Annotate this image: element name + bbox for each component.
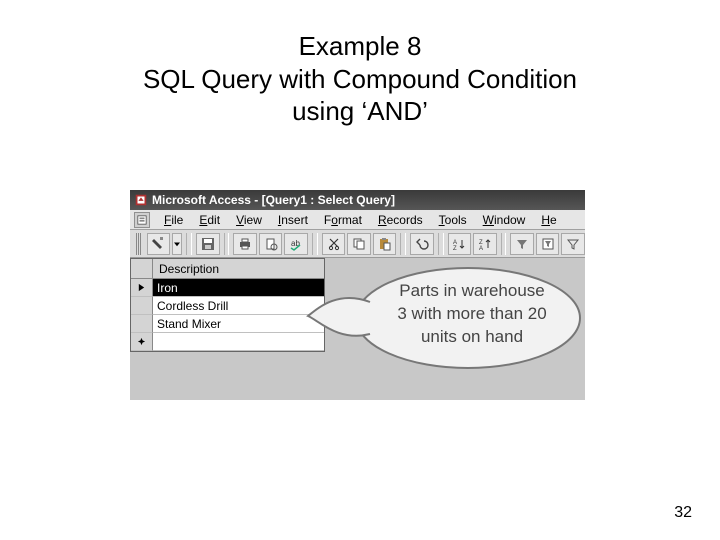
table-row[interactable]: Stand Mixer (131, 315, 324, 333)
sort-asc-button[interactable]: AZ (448, 233, 471, 255)
cell-description-empty[interactable] (153, 333, 324, 351)
toolbar-separator (438, 233, 444, 255)
menu-tools[interactable]: Tools (431, 211, 475, 229)
toolbar-separator (186, 233, 192, 255)
select-all-corner[interactable] (131, 259, 153, 279)
row-selector[interactable] (131, 315, 153, 333)
page-number: 32 (674, 504, 692, 522)
menu-edit[interactable]: Edit (191, 211, 228, 229)
print-preview-button[interactable] (259, 233, 282, 255)
print-button[interactable] (233, 233, 256, 255)
access-screenshot: Microsoft Access - [Query1 : Select Quer… (130, 190, 585, 400)
copy-button[interactable] (347, 233, 370, 255)
callout-annotation: Parts in warehouse 3 with more than 20 u… (360, 266, 580, 372)
cell-value: Stand Mixer (157, 317, 221, 331)
row-selector[interactable] (131, 279, 153, 297)
column-header-description[interactable]: Description (153, 259, 324, 279)
cut-button[interactable] (322, 233, 345, 255)
title-line-3: using ‘AND’ (292, 96, 428, 126)
sort-desc-button[interactable]: ZA (473, 233, 496, 255)
svg-text:Z: Z (453, 246, 457, 251)
slide-title: Example 8 SQL Query with Compound Condit… (0, 30, 720, 128)
cell-description[interactable]: Iron (153, 279, 324, 297)
cell-value: Cordless Drill (157, 299, 228, 313)
spelling-button[interactable]: ab (284, 233, 307, 255)
menu-file[interactable]: File (156, 211, 191, 229)
column-header-label: Description (159, 262, 219, 276)
menu-help[interactable]: He (533, 211, 564, 229)
toolbar-grip[interactable] (136, 233, 141, 255)
datasheet-header-row: Description (131, 259, 324, 279)
svg-text:A: A (479, 246, 483, 251)
window-titlebar: Microsoft Access - [Query1 : Select Quer… (130, 190, 585, 210)
mdi-doc-icon (134, 212, 150, 228)
cell-description[interactable]: Cordless Drill (153, 297, 324, 315)
toolbar-separator (400, 233, 406, 255)
cell-value: Iron (155, 281, 180, 295)
menu-bar: File Edit View Insert Format Records Too… (130, 210, 585, 230)
row-selector[interactable] (131, 297, 153, 315)
table-row[interactable]: Cordless Drill (131, 297, 324, 315)
table-row[interactable]: Iron (131, 279, 324, 297)
menu-format[interactable]: Format (316, 211, 370, 229)
callout-line-3: units on hand (421, 327, 523, 346)
window-title: Microsoft Access - [Query1 : Select Quer… (152, 193, 395, 207)
new-row[interactable] (131, 333, 324, 351)
undo-button[interactable] (410, 233, 433, 255)
view-dropdown-button[interactable] (172, 233, 182, 255)
menu-records[interactable]: Records (370, 211, 431, 229)
apply-filter-button[interactable] (561, 233, 584, 255)
slide: Example 8 SQL Query with Compound Condit… (0, 0, 720, 540)
callout-text: Parts in warehouse 3 with more than 20 u… (372, 280, 572, 349)
app-icon (134, 193, 148, 207)
toolbar-separator (312, 233, 318, 255)
title-line-2: SQL Query with Compound Condition (143, 64, 577, 94)
cell-description[interactable]: Stand Mixer (153, 315, 324, 333)
toolbar-separator (224, 233, 230, 255)
toolbar-separator (501, 233, 507, 255)
menu-insert[interactable]: Insert (270, 211, 316, 229)
datasheet: Description Iron Cordless Drill (130, 258, 325, 352)
menu-window[interactable]: Window (475, 211, 534, 229)
title-line-1: Example 8 (299, 31, 422, 61)
paste-button[interactable] (373, 233, 396, 255)
new-row-selector[interactable] (131, 333, 153, 351)
filter-by-form-button[interactable] (536, 233, 559, 255)
menu-view[interactable]: View (228, 211, 270, 229)
callout-line-2: 3 with more than 20 (397, 304, 546, 323)
filter-by-selection-button[interactable] (510, 233, 533, 255)
toolbar: ab AZ ZA (130, 230, 585, 258)
callout-line-1: Parts in warehouse (399, 281, 545, 300)
save-button[interactable] (196, 233, 219, 255)
design-view-button[interactable] (147, 233, 170, 255)
